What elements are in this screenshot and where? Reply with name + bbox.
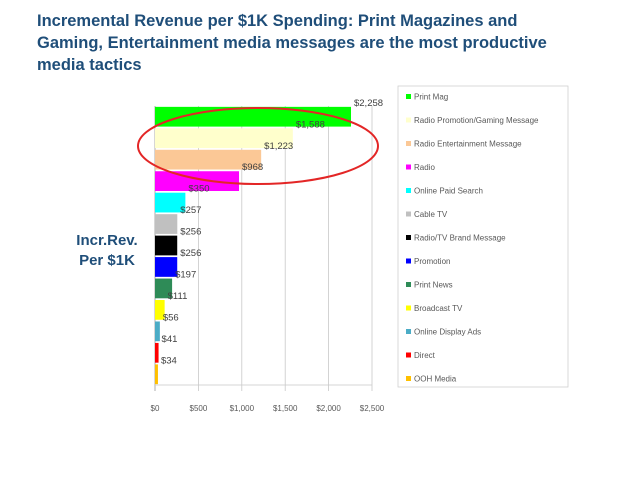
legend-item: Radio Entertainment Message: [414, 140, 522, 149]
bar-radio-entertainment-message: [155, 149, 262, 170]
data-label: $257: [180, 205, 201, 216]
x-tick-label: $0: [151, 404, 160, 413]
legend-item: Print News: [414, 281, 453, 290]
bar-promotion: [155, 257, 178, 277]
legend-item: Online Display Ads: [414, 328, 481, 337]
bar-ooh-media: [155, 364, 158, 385]
legend-swatch: [406, 329, 411, 334]
legend-item: Radio: [414, 163, 435, 172]
x-tick-label: $2,000: [316, 404, 341, 413]
legend-item: Cable TV: [414, 210, 448, 219]
legend-swatch: [406, 376, 411, 381]
legend-swatch: [406, 352, 411, 358]
legend-item: Print Mag: [414, 93, 448, 102]
x-axis-ticks: $0 $500 $1,000 $1,500 $2,000 $2,500: [151, 404, 385, 413]
legend-swatch: [406, 235, 411, 240]
data-label: $2,258: [354, 98, 383, 109]
legend-swatch: [406, 164, 411, 170]
data-label: $34: [161, 355, 177, 366]
bar-radio-tv-brand-message: [155, 235, 178, 256]
legend-swatch: [406, 211, 411, 217]
x-tick-label: $2,500: [360, 404, 385, 413]
legend-swatch: [406, 117, 411, 123]
data-label: $350: [188, 184, 209, 195]
data-label: $256: [180, 227, 201, 238]
highlight-ellipse: [137, 107, 379, 185]
legend-swatch: [406, 188, 411, 193]
legend-item: Online Paid Search: [414, 187, 483, 196]
data-label: $41: [162, 334, 178, 345]
data-label: $1,223: [264, 141, 293, 152]
legend-swatch: [406, 141, 411, 146]
x-tick-label: $500: [190, 404, 208, 413]
data-label: $256: [180, 248, 201, 259]
data-label: $197: [175, 270, 196, 281]
legend-item: Promotion: [414, 257, 450, 266]
legend-item: Broadcast TV: [414, 304, 463, 313]
bar-radio-promotion-gaming-message: [155, 128, 293, 149]
x-tick-label: $1,500: [273, 404, 298, 413]
legend-swatch: [406, 282, 411, 287]
bar-cable-tv: [155, 214, 178, 234]
bar-print-news: [155, 278, 173, 299]
legend-swatch: [406, 305, 411, 311]
legend-box: [397, 85, 569, 388]
legend-item: Direct: [414, 351, 436, 360]
y-axis-title: Incr.Rev. Per $1K: [76, 232, 138, 269]
bar-online-paid-search: [155, 192, 186, 213]
bar-radio: [155, 171, 240, 191]
bar-broadcast-tv: [155, 300, 165, 320]
legend: Print Mag Radio Promotion/Gaming Message R…: [397, 85, 569, 388]
data-label: $111: [168, 291, 188, 302]
data-label: $1,588: [296, 119, 325, 130]
slide-title: Incremental Revenue per $1K Spending: Pr…: [37, 12, 547, 74]
highlight-annotation: [137, 107, 379, 185]
legend-item: OOH Media: [414, 375, 457, 384]
bar-direct: [155, 342, 159, 363]
legend-item: Radio/TV Brand Message: [414, 234, 506, 243]
data-label: $968: [242, 162, 263, 173]
bars: [155, 106, 351, 385]
legend-swatch: [406, 258, 411, 264]
legend-item: Radio Promotion/Gaming Message: [414, 116, 539, 125]
x-tick-label: $1,000: [230, 404, 255, 413]
data-labels: $2,258 $1,588$1,223$968 $350 $257 $256 $256 $1…: [161, 98, 383, 367]
bar-online-display-ads: [155, 321, 160, 342]
data-label: $56: [163, 312, 179, 323]
legend-swatch: [406, 94, 411, 99]
